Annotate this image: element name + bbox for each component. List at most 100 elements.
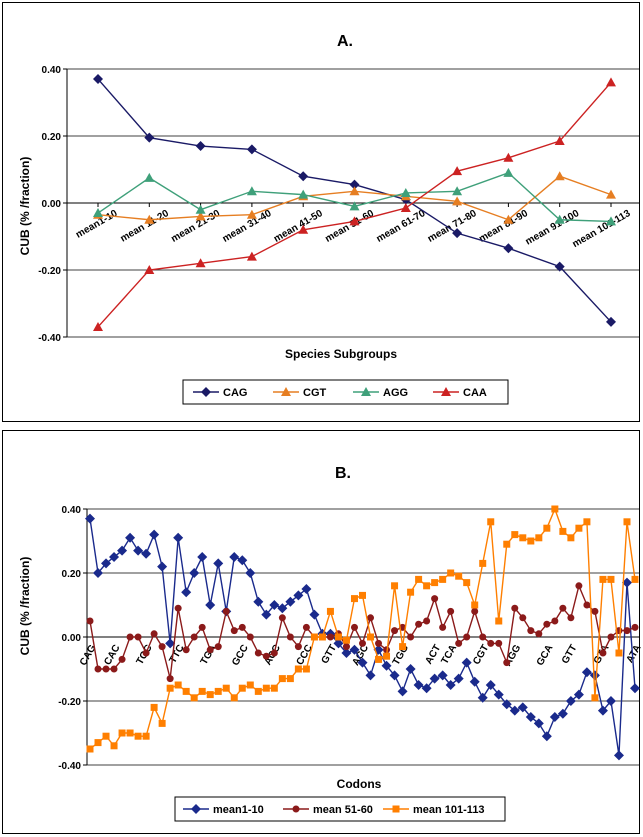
chart-a: A. CUB (% /fraction) Species Subgroups 0… (18, 33, 639, 405)
b-point-1 (342, 643, 350, 651)
b-point-0 (453, 673, 464, 684)
b-x-tick-label: GTT (560, 643, 580, 666)
b-point-0 (461, 657, 472, 668)
b-point-1 (246, 633, 254, 641)
b-point-1 (359, 639, 366, 647)
b-point-2 (607, 575, 615, 583)
a-point-2 (349, 201, 360, 211)
a-legend-label: AGG (383, 387, 408, 399)
b-point-0 (573, 689, 584, 700)
b-point-1 (158, 643, 166, 651)
a-series-line-0 (97, 78, 612, 323)
b-point-2 (407, 588, 415, 596)
a-point-2 (246, 186, 257, 196)
b-point-1 (423, 617, 431, 625)
b-point-2 (455, 572, 463, 580)
b-point-1 (527, 627, 535, 635)
chart-b-xlabel: Codons (337, 777, 382, 791)
a-y-tick-label: 0.00 (42, 199, 62, 210)
b-point-1 (150, 630, 158, 638)
a-x-tick-label: mean 31-40 (221, 208, 274, 245)
a-x-tick-label: mean 71-80 (426, 208, 479, 245)
chart-b-ylabel: CUB (% /fraction) (18, 557, 32, 656)
a-y-tick-label: 0.20 (42, 132, 62, 143)
b-point-0 (341, 648, 352, 658)
a-point-2 (554, 214, 565, 224)
b-point-2 (527, 537, 535, 545)
b-x-tick-label: GCA (535, 643, 556, 668)
a-legend-marker (361, 387, 371, 396)
b-point-2 (543, 524, 551, 532)
b-point-1 (286, 633, 294, 641)
b-y-tick-label: -0.20 (58, 697, 81, 708)
a-point-3 (554, 136, 565, 146)
b-x-tick-label: GTT (320, 643, 340, 666)
b-point-1 (198, 623, 206, 631)
b-point-1 (559, 604, 567, 612)
b-point-2 (359, 591, 366, 599)
b-point-1 (375, 639, 383, 647)
b-point-2 (383, 652, 391, 660)
b-point-2 (110, 742, 118, 750)
b-point-0 (93, 568, 104, 578)
b-point-1 (439, 623, 447, 631)
b-point-2 (174, 681, 182, 689)
b-point-1 (487, 639, 495, 647)
a-point-2 (606, 216, 616, 226)
b-point-1 (350, 623, 358, 631)
b-point-2 (503, 540, 511, 548)
b-point-1 (174, 604, 182, 612)
a-point-2 (195, 204, 206, 214)
b-point-2 (479, 559, 487, 567)
b-point-0 (157, 561, 168, 572)
b-point-0 (549, 712, 560, 722)
a-legend-marker (281, 387, 291, 396)
a-point-3 (452, 166, 463, 176)
chart-a-xlabel: Species Subgroups (285, 347, 397, 361)
a-x-tick-label: mean 41-50 (272, 208, 325, 245)
b-point-2 (535, 534, 543, 542)
a-point-0 (452, 228, 463, 239)
b-point-0 (277, 603, 288, 614)
b-point-0 (413, 680, 424, 690)
b-point-1 (583, 601, 591, 609)
a-point-1 (144, 214, 155, 224)
b-x-tick-label: ACT (423, 643, 443, 666)
a-legend-label: CAG (223, 387, 247, 399)
b-point-2 (310, 633, 318, 641)
b-point-1 (166, 675, 174, 683)
b-point-0 (261, 609, 272, 620)
b-point-1 (479, 633, 487, 641)
b-point-1 (222, 607, 230, 615)
b-point-1 (294, 643, 302, 651)
b-point-2 (150, 703, 158, 711)
b-point-2 (214, 687, 222, 695)
a-x-tick-label: mean 51-60 (323, 208, 376, 245)
b-point-2 (238, 684, 246, 692)
b-point-2 (519, 534, 527, 542)
a-x-tick-label: mean 101-113 (571, 208, 633, 250)
a-point-1 (554, 171, 565, 181)
a-legend-label: CAA (463, 387, 487, 399)
b-point-0 (541, 731, 552, 742)
b-point-2 (318, 633, 326, 641)
a-point-0 (144, 132, 155, 143)
b-point-1 (575, 582, 583, 590)
b-point-1 (86, 617, 94, 625)
b-point-1 (631, 623, 639, 631)
b-point-2 (134, 732, 142, 740)
b-point-0 (149, 529, 160, 540)
a-point-0 (554, 261, 565, 272)
b-point-0 (429, 673, 440, 684)
b-point-0 (469, 676, 480, 687)
b-point-0 (165, 638, 176, 649)
chart-a-panel: A. CUB (% /fraction) Species Subgroups 0… (2, 2, 640, 422)
b-point-2 (294, 665, 302, 673)
a-point-1 (606, 189, 616, 199)
b-y-tick-label: -0.40 (58, 761, 81, 772)
b-point-2 (583, 518, 591, 526)
b-point-2 (391, 582, 399, 590)
a-point-1 (452, 196, 463, 206)
b-point-2 (559, 527, 567, 535)
a-x-tick-label: mean 81-90 (477, 208, 530, 245)
